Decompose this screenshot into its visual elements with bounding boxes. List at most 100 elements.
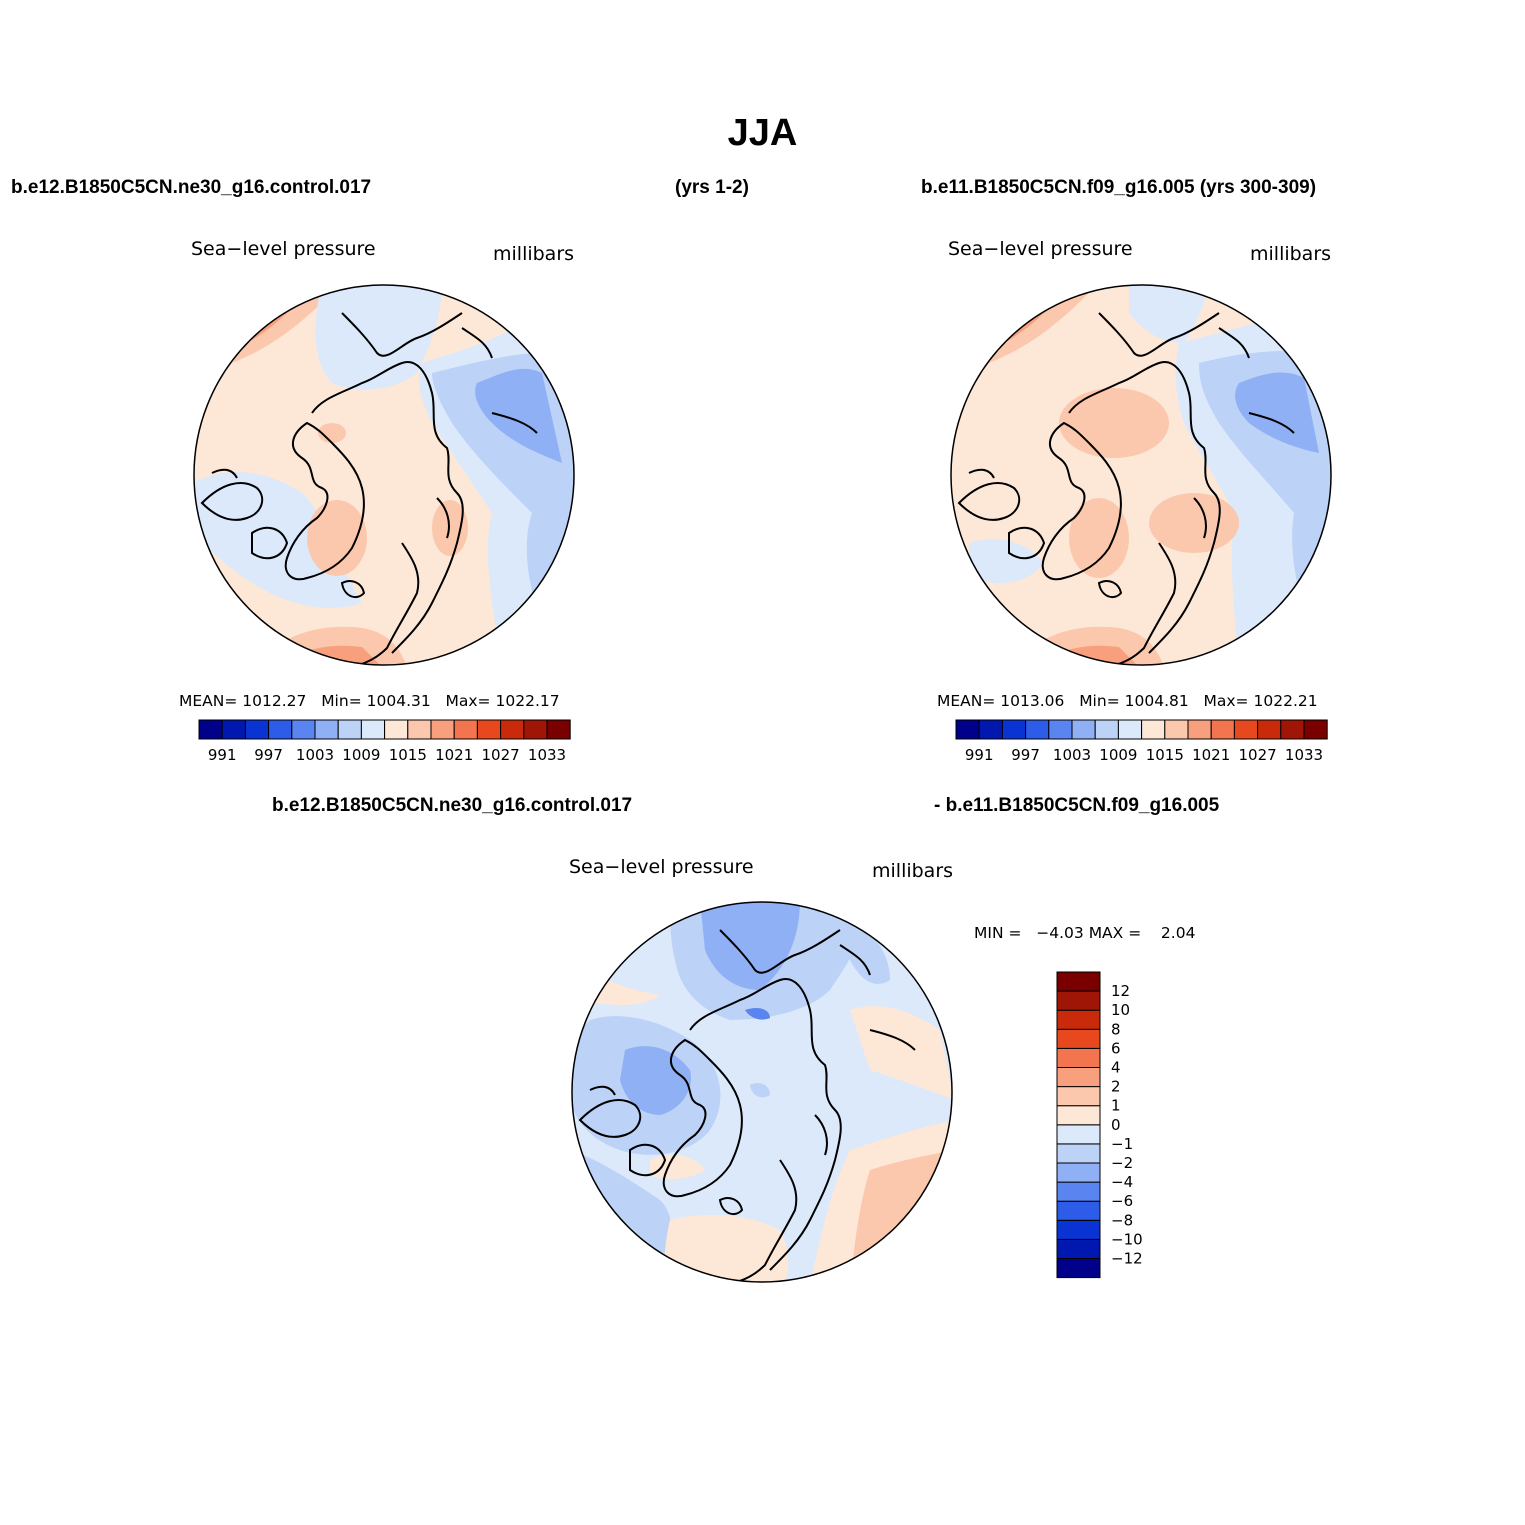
colorbar1-tick-label: 1027 [482,746,520,764]
colorbar1-tick-label: 1009 [342,746,380,764]
colorbar3-swatch [1056,971,1101,992]
colorbar2-tick-label: 1033 [1285,746,1323,764]
figure-title: JJA [727,112,798,154]
colorbar2-tick-label: 1009 [1099,746,1137,764]
colorbar1-swatch [384,719,409,740]
colorbar2-swatch [1187,719,1212,740]
colorbar3-swatch [1056,1238,1101,1259]
panel2-max: 1022.21 [1253,692,1318,710]
colorbar2-swatch [1048,719,1073,740]
colorbar3-tick-label: −4 [1111,1173,1133,1191]
colorbar3-swatch [1056,1162,1101,1183]
left-case-name: b.e12.B1850C5CN.ne30_g16.control.017 [11,177,372,198]
colorbar1-swatch [430,719,455,740]
colorbar1-swatch [476,719,502,740]
colorbar2-swatch [1257,719,1282,740]
panel3-units-label: millibars [872,860,954,882]
colorbar3-swatch [1056,1143,1101,1164]
colorbar1-swatch [360,719,386,740]
panel3-variable-label: Sea−level pressure [569,856,754,878]
colorbar3-tick-label: −10 [1111,1230,1143,1248]
colorbar1-tick-label: 1021 [435,746,473,764]
panel3-stats: MIN = −4.03 MAX = 2.04 [974,924,1196,942]
colorbar1-swatch [337,719,362,740]
colorbar3-tick-label: −2 [1111,1154,1133,1172]
colorbar2-swatch [955,719,980,740]
colorbar2-swatch [1210,719,1235,740]
colorbar3-tick-label: 10 [1111,1001,1130,1019]
panel1-units-label: millibars [493,243,575,265]
colorbar3-swatch [1056,1200,1101,1221]
colorbar3-tick-label: 4 [1111,1059,1121,1077]
colorbar2-swatch [1233,719,1259,740]
colorbar1-swatch [244,719,270,740]
panel2-mean: 1013.06 [1000,692,1065,710]
colorbar1-tick-label: 991 [208,746,237,764]
panel2-min: 1004.81 [1124,692,1189,710]
colorbar2-tick-label: 1021 [1192,746,1230,764]
panel2-units-label: millibars [1250,243,1332,265]
right-case-name: b.e11.B1850C5CN.f09_g16.005 (yrs 300-309… [921,177,1317,198]
colorbar3-tick-label: −1 [1111,1135,1133,1153]
panel1-stats: MEAN= 1012.27 Min= 1004.31 Max= 1022.17 [179,692,560,710]
colorbar1-swatch [453,719,478,740]
colorbar2-swatch [1141,719,1166,740]
colorbar2-swatch [1280,719,1305,740]
colorbar3-tick-label: 1 [1111,1097,1121,1115]
colorbar1-swatch [291,719,316,740]
colorbar3-tick-label: 8 [1111,1020,1121,1038]
panel3-max: 2.04 [1160,924,1196,942]
colorbar3-tick-label: 0 [1111,1116,1121,1134]
colorbar3-tick-label: 6 [1111,1039,1121,1057]
colorbar1-tick-label: 1033 [528,746,566,764]
colorbar1-swatch [198,719,223,740]
map-panel-2 [950,284,1332,666]
colorbar-panel-1: 991 997 1003 1009 1015 1021 1027 1033 [198,719,571,764]
colorbar2-tick-label: 997 [1011,746,1040,764]
colorbar2-swatch [978,719,1003,740]
colorbar2-tick-label: 1003 [1053,746,1091,764]
colorbar2-tick-label: 1015 [1146,746,1184,764]
colorbar3-swatch [1056,1028,1101,1049]
panel2-variable-label: Sea−level pressure [948,238,1133,260]
panel1-variable-label: Sea−level pressure [191,238,376,260]
colorbar1-swatch [268,719,293,740]
colorbar-panel-2: 991 997 1003 1009 1015 1021 1027 1033 [955,719,1328,764]
colorbar1-tick-label: 1015 [389,746,427,764]
colorbar1-swatch [314,719,339,740]
colorbar3-tick-label: 2 [1111,1078,1121,1096]
colorbar3-swatch [1056,990,1101,1011]
colorbar3-tick-label: −12 [1111,1250,1143,1268]
colorbar3-swatch [1056,1009,1101,1030]
colorbar3-swatch [1056,1105,1101,1126]
colorbar2-tick-label: 1027 [1239,746,1277,764]
panel3-min: −4.03 [1036,924,1084,942]
colorbar1-swatch [221,719,246,740]
colorbar1-tick-label: 1003 [296,746,334,764]
colorbar3-tick-label: −6 [1111,1192,1133,1210]
colorbar3-swatch [1056,1258,1101,1279]
colorbar2-swatch [1094,719,1119,740]
colorbar3-swatch [1056,1047,1101,1069]
left-case-years: (yrs 1-2) [675,177,749,198]
colorbar3-swatch [1056,1067,1101,1088]
colorbar1-swatch [523,719,548,740]
colorbar3-swatch [1056,1124,1101,1145]
colorbar2-swatch [1025,719,1050,740]
colorbar3-swatch [1056,1219,1101,1240]
colorbar3-swatch [1056,1086,1101,1107]
panel1-mean: 1012.27 [242,692,307,710]
diff-case-b: - b.e11.B1850C5CN.f09_g16.005 [934,795,1220,816]
diff-case-a: b.e12.B1850C5CN.ne30_g16.control.017 [272,795,633,816]
map-panel-1 [193,284,575,666]
colorbar3-tick-label: 12 [1111,982,1130,1000]
colorbar1-tick-label: 997 [254,746,283,764]
colorbar2-tick-label: 991 [965,746,994,764]
panel1-min: 1004.31 [366,692,431,710]
panel1-max: 1022.17 [495,692,560,710]
colorbar2-swatch [1303,719,1328,740]
colorbar2-swatch [1071,719,1096,740]
colorbar1-swatch [407,719,432,740]
colorbar2-swatch [1001,719,1027,740]
